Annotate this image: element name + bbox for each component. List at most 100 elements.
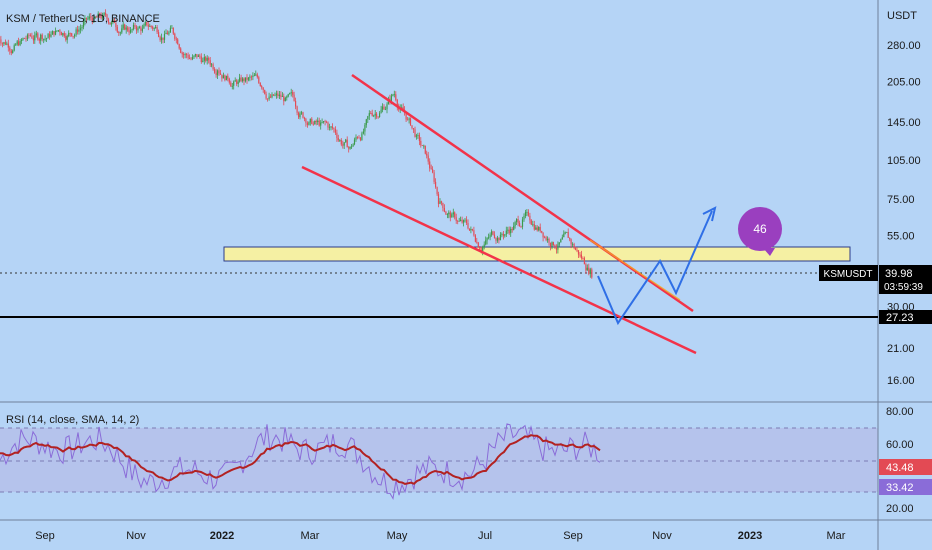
candle: [65, 33, 67, 42]
candle: [200, 53, 202, 64]
resistance-zone[interactable]: [223, 246, 851, 262]
candle: [395, 91, 397, 102]
candle: [439, 198, 441, 205]
rsi-tick-20: 20.00: [886, 503, 914, 515]
candle: [262, 87, 264, 93]
projection-path[interactable]: [597, 210, 713, 326]
time-label-mar-2023: Mar: [827, 530, 846, 542]
price-tick-205-00: 205.00: [887, 77, 921, 89]
candle: [311, 117, 313, 125]
candle: [4, 39, 6, 46]
candle: [190, 57, 192, 61]
candle: [501, 232, 503, 238]
candle: [504, 234, 506, 238]
candle: [242, 77, 244, 83]
candle: [521, 216, 524, 230]
candle: [536, 225, 538, 232]
candle: [38, 37, 40, 44]
candle: [418, 132, 420, 146]
candle: [429, 158, 431, 172]
candle: [23, 37, 26, 39]
rsi-value-tag: [879, 479, 932, 495]
last-price-tag: [879, 265, 932, 294]
candle: [237, 79, 239, 88]
candle: [533, 220, 535, 231]
candle: [84, 15, 86, 26]
candle: [427, 151, 429, 165]
candle: [498, 237, 500, 244]
candle: [563, 230, 565, 238]
comment-bubble[interactable]: 46: [738, 207, 782, 256]
candle: [580, 250, 582, 260]
candle: [119, 31, 121, 36]
candle: [328, 123, 331, 131]
candle: [247, 77, 250, 82]
candle: [110, 20, 112, 27]
candle: [523, 213, 525, 222]
candle: [574, 246, 577, 251]
candle: [508, 226, 510, 235]
candle: [54, 27, 57, 36]
candle: [166, 30, 168, 35]
candle: [122, 21, 124, 31]
candle: [289, 92, 291, 95]
candle: [128, 26, 130, 36]
candle: [567, 228, 569, 238]
candle: [452, 208, 454, 218]
candle: [305, 117, 307, 127]
candle: [486, 237, 488, 245]
wedge-lower-trendline[interactable]: [301, 165, 697, 355]
candle: [330, 126, 332, 131]
candle: [137, 26, 139, 33]
candle: [448, 210, 450, 219]
candle: [554, 244, 556, 249]
candle: [155, 25, 157, 29]
candle: [32, 35, 34, 44]
rsi-value: 33.42: [886, 482, 914, 494]
candle: [502, 231, 504, 240]
candle: [268, 92, 270, 101]
candle: [455, 213, 457, 224]
support-tag-value: 27.23: [886, 312, 914, 324]
candle: [10, 49, 12, 56]
candle: [105, 9, 107, 17]
candle: [505, 226, 507, 237]
candle: [191, 54, 194, 61]
projection-arrowhead: [702, 206, 717, 222]
candle: [186, 53, 188, 59]
candle: [359, 137, 361, 142]
candle: [542, 232, 544, 242]
candle-countdown: 03:59:39: [884, 282, 923, 293]
candle: [121, 24, 123, 35]
candle: [519, 220, 521, 227]
rsi-sma-tag: [879, 459, 932, 475]
candle: [548, 237, 550, 246]
rsi-title[interactable]: RSI (14, close, SMA, 14, 2): [6, 414, 139, 426]
candle: [178, 43, 180, 50]
time-axis[interactable]: Sep Nov 2022 Mar May Jul Sep Nov 2023 Ma…: [35, 530, 846, 542]
candle: [9, 45, 11, 55]
candle: [496, 235, 499, 243]
candle: [230, 80, 232, 87]
candle: [259, 82, 261, 87]
candle: [318, 117, 320, 127]
candle: [215, 68, 217, 78]
candle: [13, 43, 15, 52]
candle: [407, 117, 409, 121]
candle: [168, 30, 170, 36]
candle: [436, 186, 438, 196]
candle: [340, 138, 342, 147]
candle: [206, 55, 208, 65]
candle: [551, 241, 553, 250]
candle: [132, 22, 135, 31]
candle: [40, 33, 42, 45]
price-tick-105-00: 105.00: [887, 155, 921, 167]
candle: [362, 128, 364, 135]
candle: [552, 241, 554, 246]
price-axis[interactable]: 280.00205.00145.00105.0075.0055.0030.002…: [887, 40, 921, 387]
candle: [373, 114, 375, 118]
candle: [457, 219, 459, 225]
candle: [7, 39, 9, 52]
symbol-title[interactable]: KSM / TetherUS, 1D, BINANCE: [6, 13, 160, 25]
